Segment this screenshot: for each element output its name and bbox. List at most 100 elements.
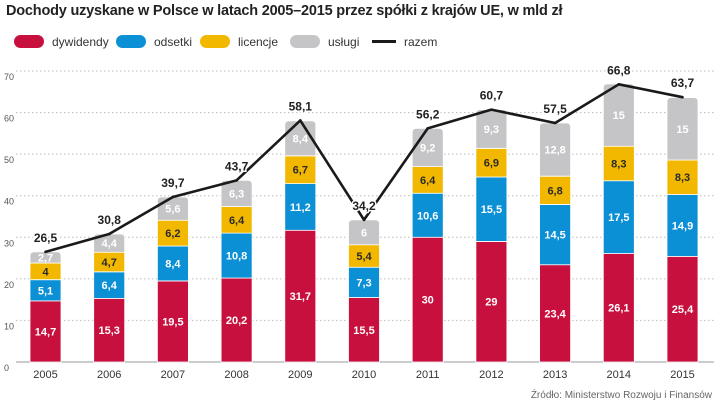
data-label-usługi-2006: 4,4 xyxy=(102,238,118,250)
razem-point-2015 xyxy=(681,95,684,99)
legend-swatch-licencje xyxy=(200,35,230,48)
data-label-licencje-2013: 6,8 xyxy=(547,185,562,197)
razem-label-2005: 26,5 xyxy=(34,231,58,245)
x-tick-label-2014: 2014 xyxy=(607,369,631,381)
data-label-dywidendy-2010: 15,5 xyxy=(353,325,374,337)
data-label-licencje-2015: 8,3 xyxy=(675,172,690,184)
legend-swatch-dywidendy xyxy=(14,35,44,48)
razem-point-2006 xyxy=(107,232,111,236)
data-label-licencje-2009: 6,7 xyxy=(293,165,308,177)
data-label-dywidendy-2012: 29 xyxy=(485,297,497,309)
data-label-dywidendy-2011: 30 xyxy=(422,295,434,307)
data-label-odsetki-2008: 10,8 xyxy=(226,251,247,263)
x-tick-label-2015: 2015 xyxy=(670,369,694,381)
razem-point-2011 xyxy=(426,127,430,130)
data-label-odsetki-2005: 5,1 xyxy=(38,285,53,297)
razem-label-2010: 34,2 xyxy=(352,199,376,213)
bar-usługi-2006 xyxy=(93,233,126,253)
razem-label-2011: 56,2 xyxy=(416,107,440,121)
legend-label-licencje: licencje xyxy=(238,35,279,49)
data-label-usługi-2015: 15 xyxy=(676,124,688,136)
bar-usługi-2005 xyxy=(29,251,62,264)
data-label-usługi-2008: 6,3 xyxy=(229,188,244,200)
source-note: Źródło: Ministerstwo Rozwoju i Finansów xyxy=(530,390,712,401)
razem-point-2014 xyxy=(617,83,621,86)
data-label-dywidendy-2007: 19,5 xyxy=(162,316,183,328)
y-tick-label-50: 50 xyxy=(4,155,14,165)
legend-label-odsetki: odsetki xyxy=(154,35,193,49)
x-tick-label-2011: 2011 xyxy=(416,369,440,381)
data-label-dywidendy-2008: 20,2 xyxy=(226,315,247,327)
legend-swatch-uslugi xyxy=(290,35,320,48)
data-label-odsetki-2013: 14,5 xyxy=(544,230,565,242)
razem-point-2007 xyxy=(171,195,175,199)
data-label-usługi-2014: 15 xyxy=(613,110,625,122)
data-label-odsetki-2009: 11,2 xyxy=(290,202,311,214)
data-label-dywidendy-2014: 26,1 xyxy=(608,303,629,315)
data-label-dywidendy-2006: 15,3 xyxy=(98,325,119,337)
razem-label-2015: 63,7 xyxy=(671,76,695,90)
legend-label-razem: razem xyxy=(404,35,438,49)
data-label-licencje-2010: 5,4 xyxy=(356,251,372,263)
legend-line-razem xyxy=(372,40,396,43)
razem-label-2012: 60,7 xyxy=(480,89,504,103)
y-tick-label-0: 0 xyxy=(4,363,9,373)
data-label-dywidendy-2009: 31,7 xyxy=(290,291,311,303)
bar-usługi-2008 xyxy=(220,179,253,207)
razem-label-2014: 66,8 xyxy=(607,63,631,77)
y-tick-label-10: 10 xyxy=(4,321,14,331)
data-label-dywidendy-2015: 25,4 xyxy=(672,304,694,316)
data-label-licencje-2012: 6,9 xyxy=(484,158,499,170)
bar-usługi-2015 xyxy=(666,97,699,161)
data-label-dywidendy-2005: 14,7 xyxy=(35,326,56,338)
legend-label-dywidendy: dywidendy xyxy=(52,35,109,49)
razem-label-2006: 30,8 xyxy=(98,213,122,227)
data-label-licencje-2007: 6,2 xyxy=(165,228,180,240)
data-label-odsetki-2010: 7,3 xyxy=(356,277,371,289)
x-tick-label-2005: 2005 xyxy=(33,369,57,381)
chart-title: Dochody uzyskane w Polsce w latach 2005–… xyxy=(6,3,563,19)
data-label-odsetki-2012: 15,5 xyxy=(481,204,502,216)
data-label-usługi-2012: 9,3 xyxy=(484,124,499,136)
razem-point-2010 xyxy=(362,218,366,222)
x-tick-label-2009: 2009 xyxy=(288,369,312,381)
y-tick-label-70: 70 xyxy=(4,72,14,82)
data-label-usługi-2009: 8,4 xyxy=(293,133,309,145)
razem-point-2012 xyxy=(490,108,493,111)
x-tick-label-2012: 2012 xyxy=(479,369,503,381)
razem-point-2009 xyxy=(299,119,302,122)
data-label-usługi-2010: 6 xyxy=(361,227,367,239)
data-label-odsetki-2006: 6,4 xyxy=(102,280,118,292)
razem-point-2013 xyxy=(553,121,557,125)
y-tick-label-20: 20 xyxy=(4,280,14,290)
data-label-odsetki-2014: 17,5 xyxy=(608,212,629,224)
data-label-licencje-2011: 6,4 xyxy=(420,175,436,187)
data-label-usługi-2007: 5,6 xyxy=(165,204,180,216)
y-tick-label-40: 40 xyxy=(4,197,14,207)
x-tick-label-2007: 2007 xyxy=(161,369,185,381)
legend-swatch-odsetki xyxy=(116,35,146,48)
data-label-licencje-2006: 4,7 xyxy=(102,257,117,269)
data-label-licencje-2005: 4 xyxy=(42,266,49,278)
bar-usługi-2010 xyxy=(348,219,380,246)
data-label-licencje-2014: 8,3 xyxy=(611,158,626,170)
x-tick-label-2013: 2013 xyxy=(543,369,567,381)
x-tick-label-2010: 2010 xyxy=(352,369,376,381)
data-label-usługi-2005: 2,7 xyxy=(38,252,53,264)
razem-point-2005 xyxy=(44,250,47,254)
razem-point-2008 xyxy=(235,179,238,182)
data-label-usługi-2011: 9,2 xyxy=(420,142,435,154)
x-tick-label-2008: 2008 xyxy=(224,369,248,381)
legend-label-uslugi: usługi xyxy=(328,35,360,49)
razem-label-2009: 58,1 xyxy=(289,99,313,113)
data-label-usługi-2013: 12,8 xyxy=(544,145,565,157)
y-tick-label-60: 60 xyxy=(4,114,14,124)
bar-usługi-2009 xyxy=(284,120,317,157)
data-label-odsetki-2011: 10,6 xyxy=(417,210,438,222)
razem-label-2013: 57,5 xyxy=(543,102,567,116)
data-label-odsetki-2015: 14,9 xyxy=(672,220,693,232)
data-label-odsetki-2007: 8,4 xyxy=(165,258,181,270)
bar-usługi-2013 xyxy=(539,122,571,177)
data-label-dywidendy-2013: 23,4 xyxy=(544,308,566,320)
